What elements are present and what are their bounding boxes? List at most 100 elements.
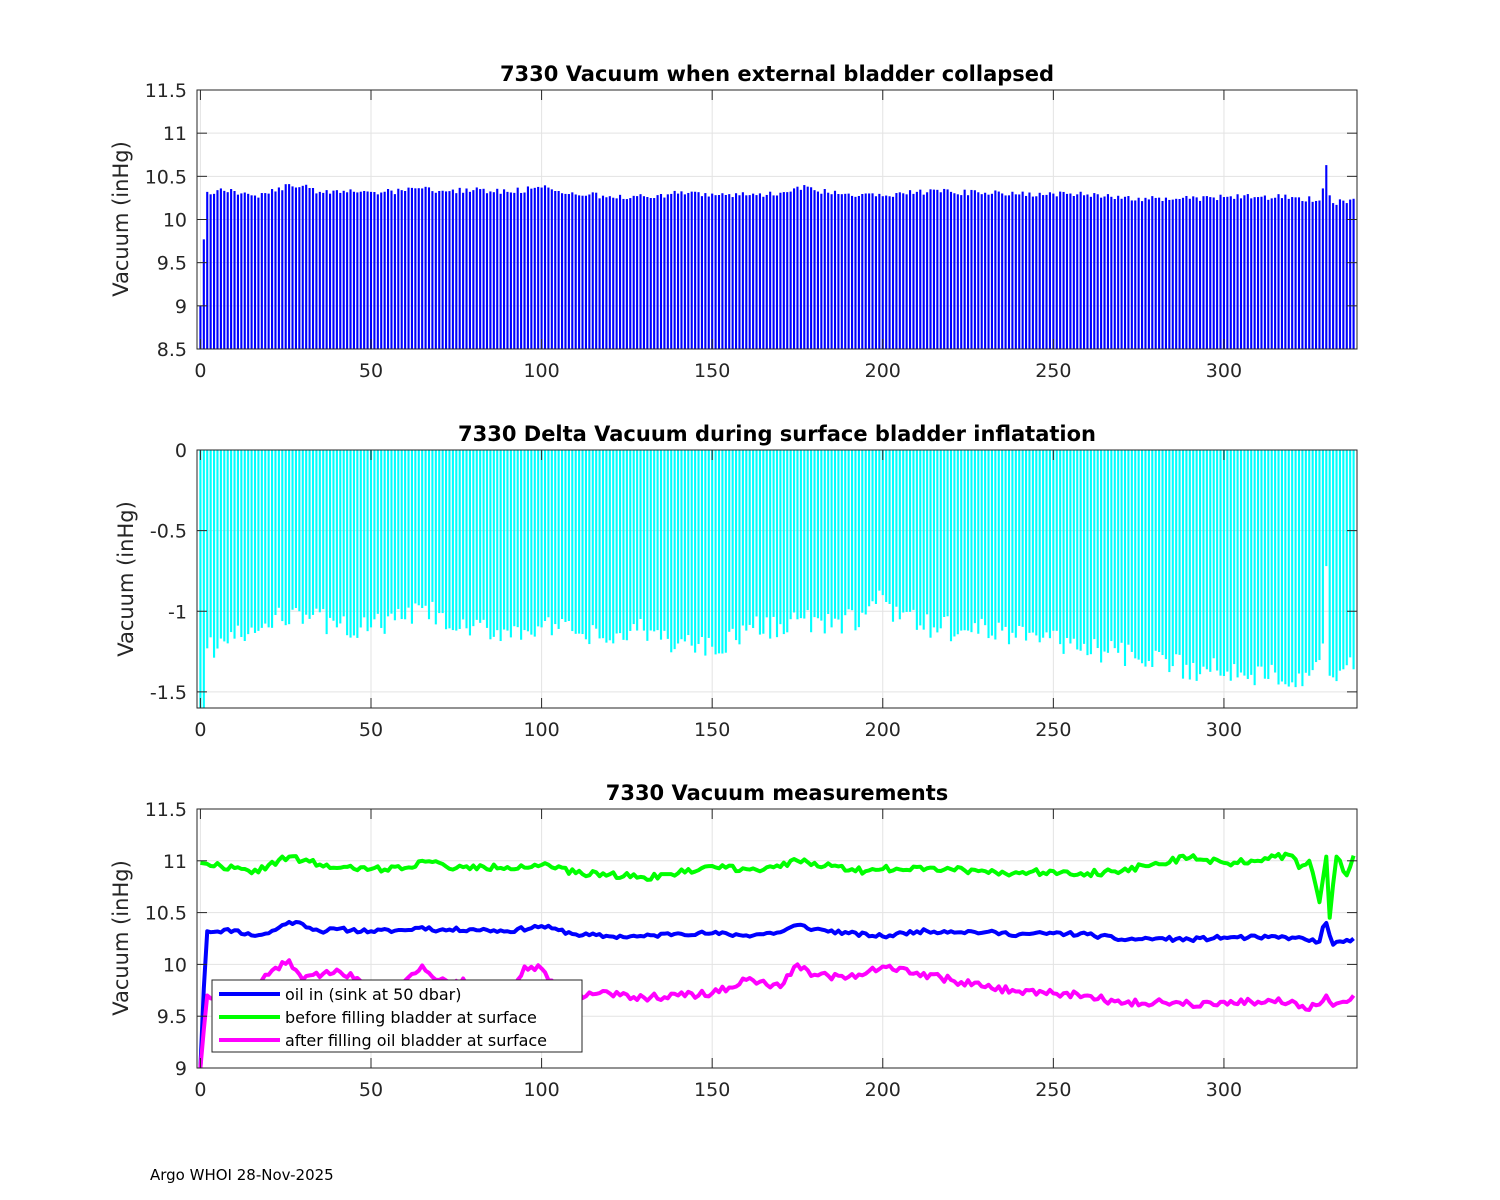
bar (612, 197, 615, 349)
bar (1093, 193, 1096, 349)
bar (629, 450, 632, 631)
bar (366, 450, 369, 632)
bar (1212, 197, 1215, 349)
chart-1-plot-area: 0 50 100 150 200 250 300 8.5 9 9.5 10 10.5 11 11.5 (145, 80, 1358, 382)
bar (380, 192, 383, 349)
bar (711, 193, 714, 349)
bar (932, 189, 935, 349)
bar (949, 191, 953, 349)
bar (243, 192, 246, 349)
bar (1171, 450, 1174, 667)
bar (291, 186, 294, 349)
bar (294, 450, 297, 609)
bar (281, 190, 284, 349)
bar (213, 450, 216, 658)
bar (755, 195, 758, 349)
bar (1267, 199, 1270, 349)
bar (574, 450, 577, 634)
bar (1065, 450, 1069, 639)
bar (697, 450, 700, 644)
bar (465, 450, 468, 629)
bar (1260, 196, 1263, 349)
bar (1246, 194, 1249, 349)
bar (1338, 450, 1341, 671)
bar (929, 450, 932, 638)
bar (308, 450, 311, 619)
bar (1284, 450, 1287, 685)
bar (240, 193, 243, 349)
bar (509, 450, 512, 638)
bar (622, 450, 625, 640)
bar (680, 191, 683, 349)
bar (571, 192, 574, 349)
bar (714, 450, 717, 655)
bar (482, 188, 485, 349)
x-tick-label: 150 (694, 360, 730, 382)
bar (980, 194, 983, 349)
bar (219, 188, 222, 349)
bar (1257, 197, 1260, 349)
bar (315, 193, 318, 349)
y-tick-label: 11.5 (145, 799, 187, 821)
bar (772, 450, 775, 617)
bar (311, 450, 315, 615)
bar (973, 190, 976, 349)
bar (1147, 450, 1150, 662)
bar (772, 195, 775, 349)
bar (625, 450, 628, 641)
bar (526, 450, 529, 632)
bar (816, 191, 819, 349)
bar (1021, 450, 1024, 627)
bar (953, 450, 956, 637)
bar (472, 450, 475, 627)
bar (1123, 450, 1127, 666)
bar (308, 188, 311, 349)
bar (438, 191, 441, 349)
bar (472, 190, 475, 349)
y-tick-label: 10.5 (145, 903, 187, 925)
y-tick-label: -1 (168, 601, 187, 623)
bar (1263, 450, 1266, 679)
bar (479, 450, 482, 623)
bar (646, 197, 649, 349)
bar (748, 195, 751, 349)
bar (1192, 450, 1195, 663)
bar (1154, 197, 1157, 349)
bar (584, 450, 587, 640)
bar (1216, 450, 1219, 671)
bar (1318, 200, 1321, 349)
bar (543, 450, 547, 621)
x-tick-label: 150 (694, 719, 730, 741)
bar (963, 189, 966, 349)
bar (840, 450, 843, 634)
bar (960, 195, 963, 349)
chart-3-legend: oil in (sink at 50 dbar) before filling b… (211, 979, 583, 1053)
bar (949, 450, 953, 642)
bar (547, 450, 550, 618)
bar (482, 450, 485, 620)
bar (1048, 192, 1051, 349)
bar (342, 190, 345, 349)
bar (936, 189, 939, 349)
bar (1338, 199, 1341, 349)
bar (1134, 450, 1137, 659)
bar (1106, 450, 1109, 653)
bar (1226, 196, 1229, 349)
bar (905, 450, 908, 612)
bar (332, 190, 335, 349)
bar (813, 450, 816, 618)
bar (888, 196, 891, 349)
bar (298, 187, 301, 349)
bar (601, 450, 605, 639)
bar (990, 450, 993, 636)
bar (984, 192, 987, 349)
bar (816, 450, 819, 619)
chart-2: 7330 Delta Vacuum during surface bladder… (114, 422, 1358, 741)
bar (247, 193, 250, 349)
bar (851, 450, 854, 611)
bar (1001, 450, 1004, 631)
bar (926, 450, 929, 615)
bar (663, 450, 666, 631)
x-tick-label: 50 (359, 719, 383, 741)
